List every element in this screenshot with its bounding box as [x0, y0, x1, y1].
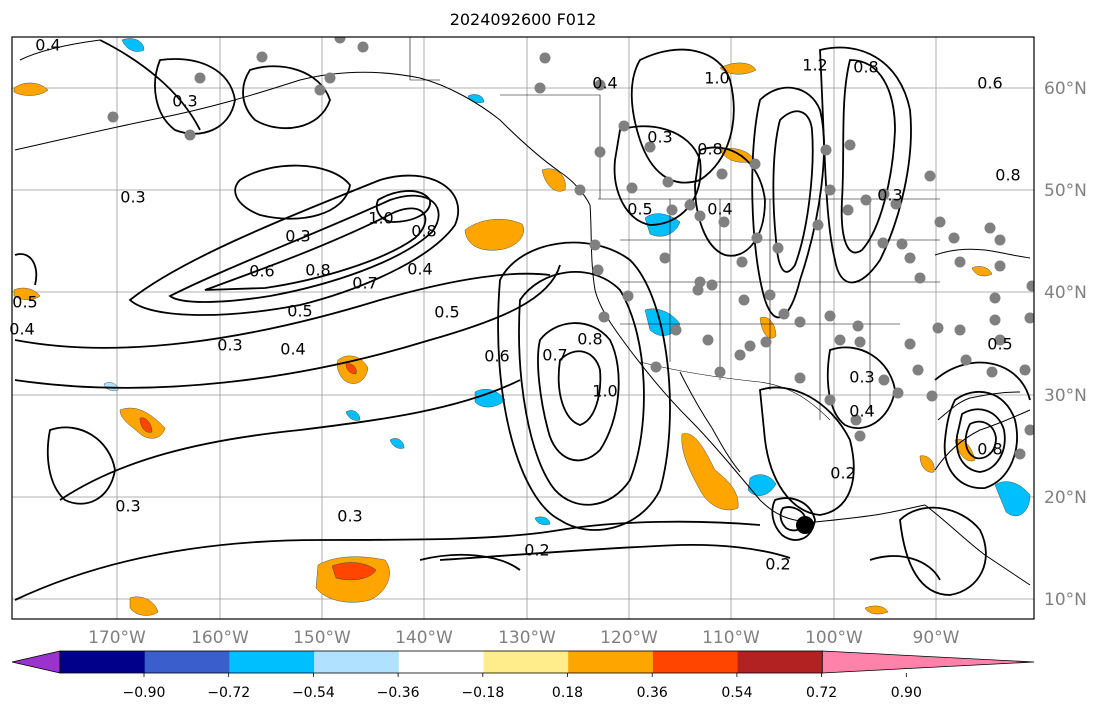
contour-label: 0.6	[249, 262, 274, 281]
lat-tick-label: 20°N	[1044, 488, 1087, 508]
colorbar-tick-label: −0.18	[461, 685, 504, 701]
colorbar-tick-label: 0.36	[637, 685, 668, 701]
lon-tick-label: 170°W	[88, 628, 146, 648]
lon-tick-label: 150°W	[293, 628, 351, 648]
colorbar-swatch	[60, 651, 146, 673]
contour-label: 0.4	[592, 74, 617, 93]
contour-label: 0.4	[407, 260, 432, 279]
contour-label: 1.2	[802, 56, 827, 75]
contour-label-layer: 0.4 0.3 0.3 0.5 0.4 0.3 0.6 0.8 0.7 1.0 0.8 0.4 0.5 0…	[9, 36, 1020, 574]
colorbar-tick-label: 0.90	[891, 685, 922, 701]
colorbar: −0.90 −0.72 −0.54 −0.36 −0.18 0.18 0.36 0.54 0.7…	[11, 650, 1035, 701]
contour-label: 0.3	[120, 188, 145, 207]
station-markers	[107, 37, 1034, 460]
colorbar-tick-label: 0.54	[721, 685, 752, 701]
contour-label: 0.5	[12, 293, 37, 312]
contour-label: 0.8	[995, 166, 1020, 185]
contour-label: 0.3	[337, 507, 362, 526]
contour-label: 0.7	[352, 274, 377, 293]
colorbar-tick-label: 0.18	[552, 685, 583, 701]
colorbar-swatch	[229, 651, 315, 673]
coastlines	[14, 39, 1031, 586]
contour-label: 0.4	[35, 36, 60, 55]
negative-shading	[103, 38, 1031, 525]
lon-tick-label: 120°W	[600, 628, 658, 648]
latitude-axis: 60°N 50°N 40°N 30°N 20°N 10°N	[1044, 79, 1087, 610]
graticule	[12, 37, 1034, 619]
contour-lines	[14, 39, 1031, 601]
contour-label: 0.5	[627, 200, 652, 219]
contour-label: 0.2	[830, 464, 855, 483]
lat-tick-label: 10°N	[1044, 590, 1087, 610]
lat-tick-label: 50°N	[1044, 181, 1087, 201]
colorbar-swatch	[652, 651, 739, 673]
contour-label: 0.2	[765, 555, 790, 574]
colorbar-swatch	[398, 651, 484, 673]
contour-label: 0.3	[647, 128, 672, 147]
contour-label: 0.3	[877, 186, 902, 205]
contour-label: 0.2	[524, 541, 549, 560]
contour-label: 0.4	[280, 340, 305, 359]
contour-label: 0.4	[707, 200, 732, 219]
contour-label: 0.7	[542, 346, 567, 365]
contour-label: 0.8	[577, 330, 602, 349]
colorbar-swatch	[483, 651, 569, 673]
contour-label: 0.6	[484, 347, 509, 366]
contour-label: 0.5	[434, 303, 459, 322]
positive-shading	[13, 62, 993, 616]
contour-label: 0.5	[287, 302, 312, 321]
lat-tick-label: 60°N	[1044, 79, 1087, 99]
lat-tick-label: 40°N	[1044, 283, 1087, 303]
colorbar-left-extend	[11, 650, 61, 674]
contour-label: 0.8	[305, 261, 330, 280]
contour-label: 0.3	[172, 92, 197, 111]
contour-label: 0.4	[849, 402, 874, 421]
lon-tick-label: 110°W	[702, 628, 760, 648]
contour-label: 1.0	[704, 69, 729, 88]
contour-label: 0.8	[411, 222, 436, 241]
lon-tick-label: 130°W	[498, 628, 556, 648]
colorbar-right-extend	[821, 650, 1035, 674]
colorbar-swatch	[737, 651, 823, 673]
contour-label: 1.0	[368, 209, 393, 228]
contour-label: 0.8	[853, 58, 878, 77]
colorbar-swatch	[144, 651, 230, 673]
lon-tick-label: 140°W	[395, 628, 453, 648]
contour-label: 1.0	[592, 382, 617, 401]
lon-tick-label: 160°W	[191, 628, 249, 648]
colorbar-tick-label: 0.72	[806, 685, 837, 701]
contour-label: 0.3	[217, 336, 242, 355]
longitude-axis: 170°W 160°W 150°W 140°W 130°W 120°W 110°W 100°W…	[88, 628, 960, 648]
lon-tick-label: 90°W	[913, 628, 960, 648]
lon-tick-label: 100°W	[805, 628, 863, 648]
colorbar-tick-label: −0.54	[292, 685, 335, 701]
map-title: 2024092600 F012	[449, 10, 597, 29]
contour-label: 0.3	[849, 368, 874, 387]
storm-marker	[796, 516, 814, 534]
colorbar-tick-label: −0.36	[377, 685, 420, 701]
colorbar-tick-label: −0.72	[207, 685, 250, 701]
contour-label: 0.8	[977, 440, 1002, 459]
contour-label: 0.5	[987, 335, 1012, 354]
contour-label: 0.6	[977, 74, 1002, 93]
map-frame	[11, 36, 1035, 620]
colorbar-swatch	[314, 651, 400, 673]
contour-label: 0.8	[697, 140, 722, 159]
contour-label: 0.3	[115, 497, 140, 516]
contour-label: 0.3	[285, 227, 310, 246]
colorbar-tick-label: −0.90	[123, 685, 166, 701]
lat-tick-label: 30°N	[1044, 386, 1087, 406]
contour-label: 0.4	[9, 320, 34, 339]
colorbar-swatch	[568, 651, 654, 673]
